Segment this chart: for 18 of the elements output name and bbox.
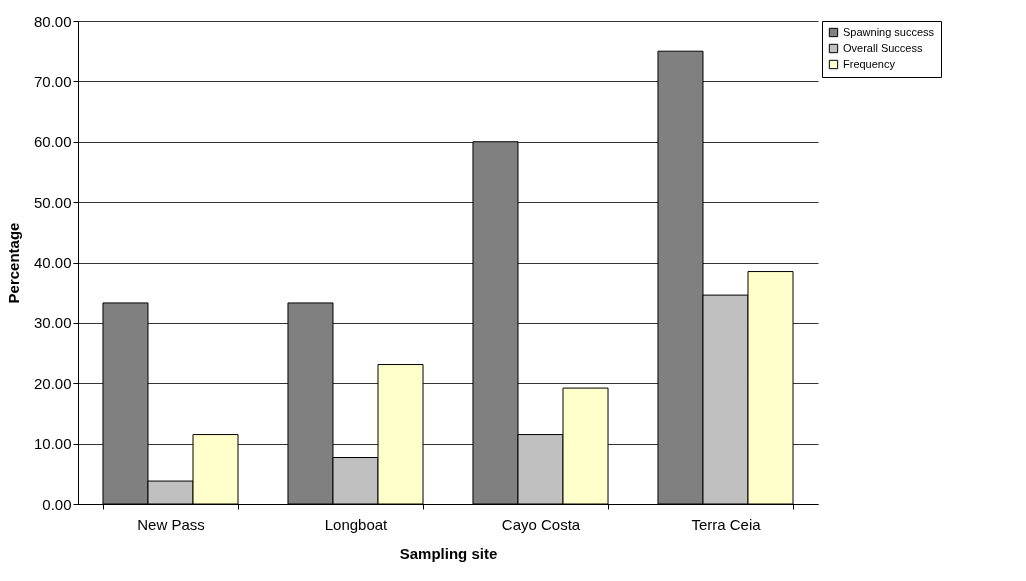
y-tick-label: 50.00	[33, 193, 72, 211]
x-tick-label: Terra Ceia	[691, 515, 762, 533]
x-tick-label: New Pass	[137, 515, 205, 533]
y-tick-label: 60.00	[33, 133, 72, 151]
legend-label: Overall Success	[843, 41, 923, 54]
y-tick-label: 0.00	[42, 495, 72, 513]
y-tick-label: 80.00	[33, 12, 72, 30]
x-axis-title: Sampling site	[399, 544, 498, 562]
x-tick-label: Longboat	[324, 515, 389, 533]
legend-label: Spawning success	[843, 25, 935, 38]
legend-label: Frequency	[843, 57, 896, 70]
y-tick-label: 20.00	[33, 374, 72, 392]
y-tick-label: 30.00	[33, 314, 72, 332]
y-tick-label: 70.00	[33, 72, 72, 90]
x-tick-label: Cayo Costa	[501, 515, 581, 533]
y-tick-label: 40.00	[33, 254, 72, 271]
y-axis-title: Percentage	[4, 222, 22, 304]
y-tick-label: 10.00	[33, 435, 72, 453]
